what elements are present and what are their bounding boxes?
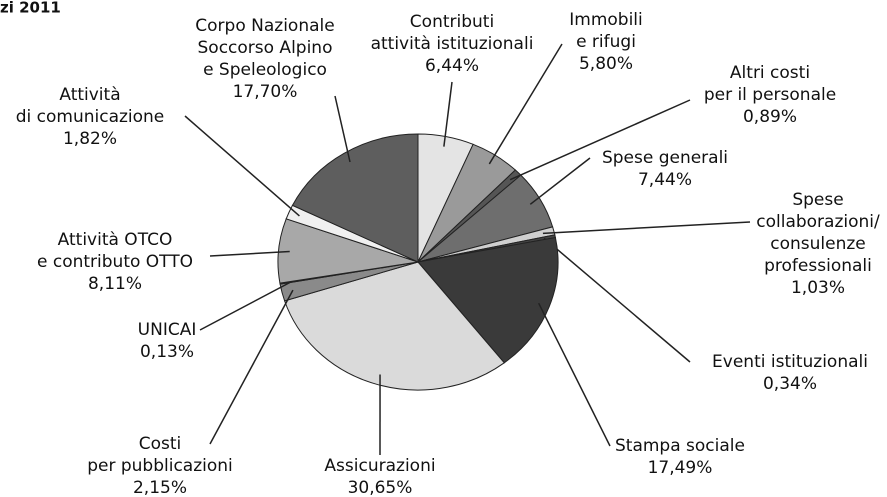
- slice-label: per pubblicazioni: [87, 456, 233, 476]
- slice-label: Assicurazioni: [324, 456, 435, 476]
- leader-line: [509, 99, 691, 181]
- value-label: 1,03%: [791, 278, 845, 298]
- slice-label: consulenze: [770, 234, 866, 254]
- slice-label: di comunicazione: [16, 107, 165, 127]
- leader-line: [543, 237, 691, 363]
- value-label: 0,89%: [743, 107, 797, 127]
- value-label: 5,80%: [579, 54, 633, 74]
- leader-line: [529, 157, 591, 205]
- value-label: 17,70%: [233, 82, 298, 102]
- value-label: 1,82%: [63, 129, 117, 149]
- chart-title: zi 2011: [0, 0, 61, 17]
- leader-line: [199, 281, 292, 331]
- pie-slice: [283, 261, 505, 391]
- slice-label: e contributo OTTO: [37, 252, 193, 272]
- value-label: 2,15%: [133, 478, 187, 497]
- value-label: 8,11%: [88, 274, 142, 294]
- leader-line: [443, 81, 453, 147]
- leader-line: [537, 302, 611, 447]
- slice-label: Corpo Nazionale: [195, 16, 334, 36]
- slice-label: Attività OTCO: [58, 230, 173, 250]
- leader-line: [542, 221, 751, 235]
- leader-line: [209, 289, 294, 445]
- slice-label: Eventi istituzionali: [712, 352, 868, 372]
- slice-label: e Speleologico: [203, 60, 327, 80]
- value-label: 7,44%: [638, 170, 692, 190]
- slice-label: e rifugi: [576, 32, 636, 52]
- leader-line: [488, 43, 563, 165]
- pie-slice: [417, 236, 559, 364]
- leader-line: [209, 250, 290, 257]
- slice-label: Spese generali: [602, 148, 728, 168]
- slice-label: Spese: [792, 190, 843, 210]
- slice-label: Soccorso Alpino: [198, 38, 333, 58]
- slice-label: Stampa sociale: [615, 436, 745, 456]
- slice-label: per il personale: [704, 85, 836, 105]
- pie-slice: [291, 133, 419, 263]
- value-label: 0,13%: [140, 342, 194, 362]
- slice-label: Immobili: [569, 10, 643, 30]
- leader-line: [184, 115, 300, 217]
- slice-label: collaborazioni/: [756, 212, 880, 232]
- slice-label: professionali: [764, 256, 872, 276]
- slice-label: attività istituzionali: [371, 34, 534, 54]
- value-label: 30,65%: [348, 478, 413, 497]
- slice-label: UNICAI: [138, 320, 197, 340]
- slice-label: Altri costi: [730, 63, 810, 83]
- value-label: 0,34%: [763, 374, 817, 394]
- value-label: 17,49%: [648, 458, 713, 478]
- slice-label: Costi: [139, 434, 182, 454]
- value-label: 6,44%: [425, 56, 479, 76]
- leader-line: [334, 95, 351, 163]
- slice-label: Attività: [59, 85, 120, 105]
- slice-label: Contributi: [410, 12, 494, 32]
